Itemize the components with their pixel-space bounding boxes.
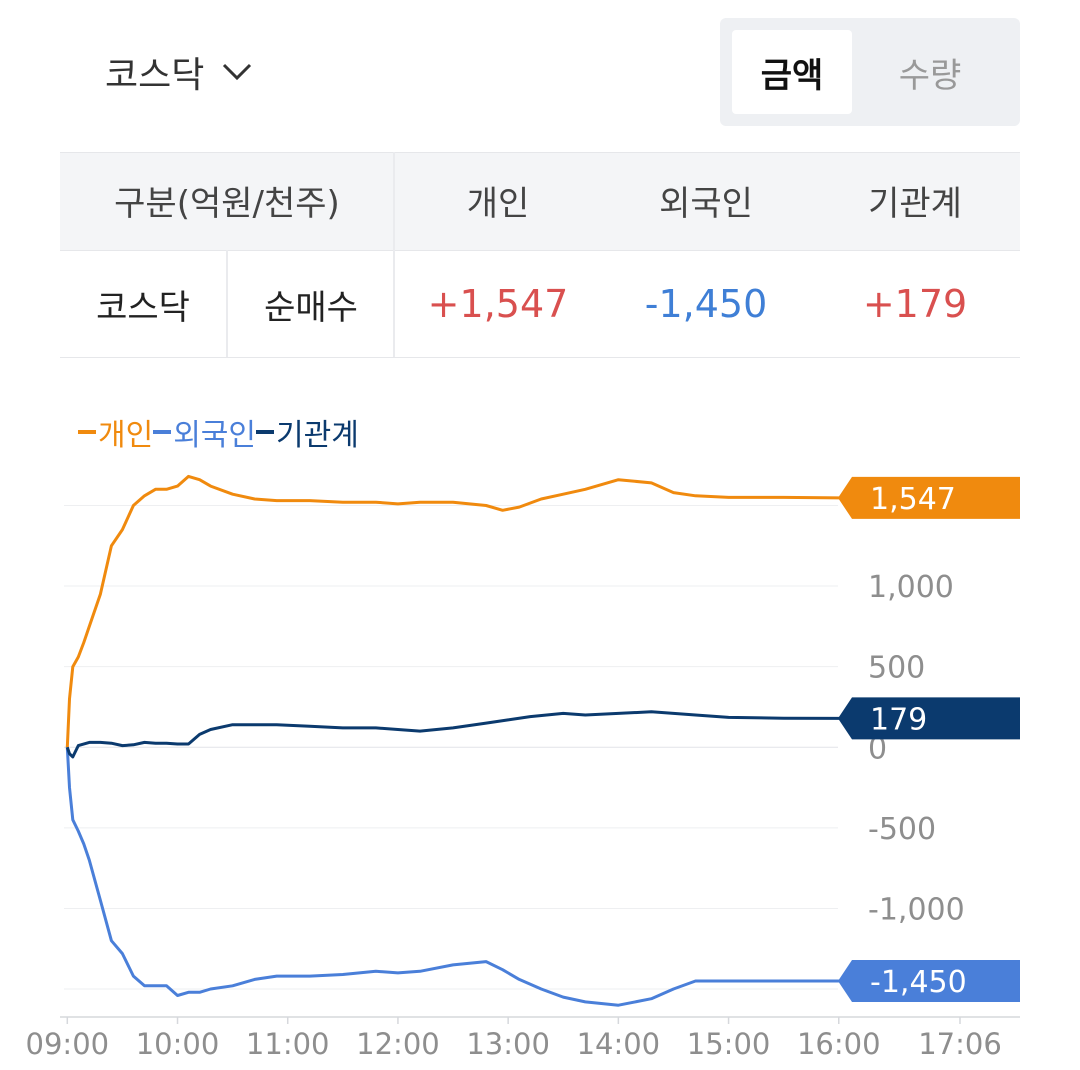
- chevron-down-icon: [222, 62, 252, 82]
- table-header: [60, 152, 1020, 251]
- column-divider: [226, 250, 228, 358]
- y-tick-label: -500: [868, 812, 936, 847]
- x-tick-label: 11:00: [246, 1027, 330, 1061]
- amount-quantity-toggle: 금액 수량: [720, 18, 1020, 126]
- x-tick-label: 14:00: [577, 1027, 661, 1061]
- chart-legend: 개인 외국인 기관계: [78, 410, 359, 454]
- header-individual: 개인: [466, 184, 530, 224]
- x-tick-label: 09:00: [26, 1027, 110, 1061]
- market-label: 코스닥: [105, 55, 205, 96]
- x-tick-label: 17:06: [918, 1027, 1002, 1061]
- toggle-quantity-button[interactable]: 수량: [898, 55, 962, 96]
- table-bottom-border: [60, 357, 1020, 358]
- x-tick-label: 10:00: [136, 1027, 220, 1061]
- y-tick-label: 1,000: [868, 570, 954, 605]
- last-value-badge-individual: [838, 476, 1020, 519]
- net-buy-summary-table: 구분(억원/천주) 개인 외국인 기관계 코스닥 순매수 +1,547 -1,4…: [60, 152, 1020, 358]
- last-value-badge-foreign: [838, 959, 1020, 1002]
- row-type: 순매수: [264, 287, 358, 328]
- last-value-label-foreign: -1,450: [870, 965, 967, 1000]
- header-foreign: 외국인: [659, 184, 753, 224]
- market-selector[interactable]: 코스닥: [105, 46, 252, 98]
- legend-institution: 기관계: [256, 410, 359, 454]
- last-value-label-institution: 179: [870, 702, 927, 737]
- toggle-amount-button[interactable]: 금액: [732, 30, 852, 114]
- institution-value: +179: [862, 282, 968, 326]
- last-value-badge-institution: [838, 697, 1020, 740]
- x-tick-label: 12:00: [356, 1027, 440, 1061]
- foreign-value: -1,450: [644, 282, 768, 326]
- header-category: 구분(억원/천주): [114, 184, 340, 224]
- y-tick-label: 0: [868, 731, 887, 766]
- y-tick-label: -1,000: [868, 892, 965, 927]
- x-tick-label: 16:00: [797, 1027, 881, 1061]
- x-tick-label: 15:00: [687, 1027, 771, 1061]
- y-tick-label: 500: [868, 651, 925, 686]
- series-line-individual: [65, 474, 944, 748]
- individual-value: +1,547: [427, 282, 569, 326]
- row-market: 코스닥: [96, 287, 190, 328]
- x-tick-label: 13:00: [466, 1027, 550, 1061]
- series-line-institution: [65, 710, 944, 759]
- series-line-foreign: [65, 747, 944, 1007]
- legend-foreign: 외국인: [153, 410, 256, 454]
- legend-individual: 개인: [78, 410, 153, 454]
- column-divider: [393, 152, 395, 358]
- last-value-label-individual: 1,547: [870, 482, 956, 517]
- header-institution: 기관계: [868, 184, 962, 224]
